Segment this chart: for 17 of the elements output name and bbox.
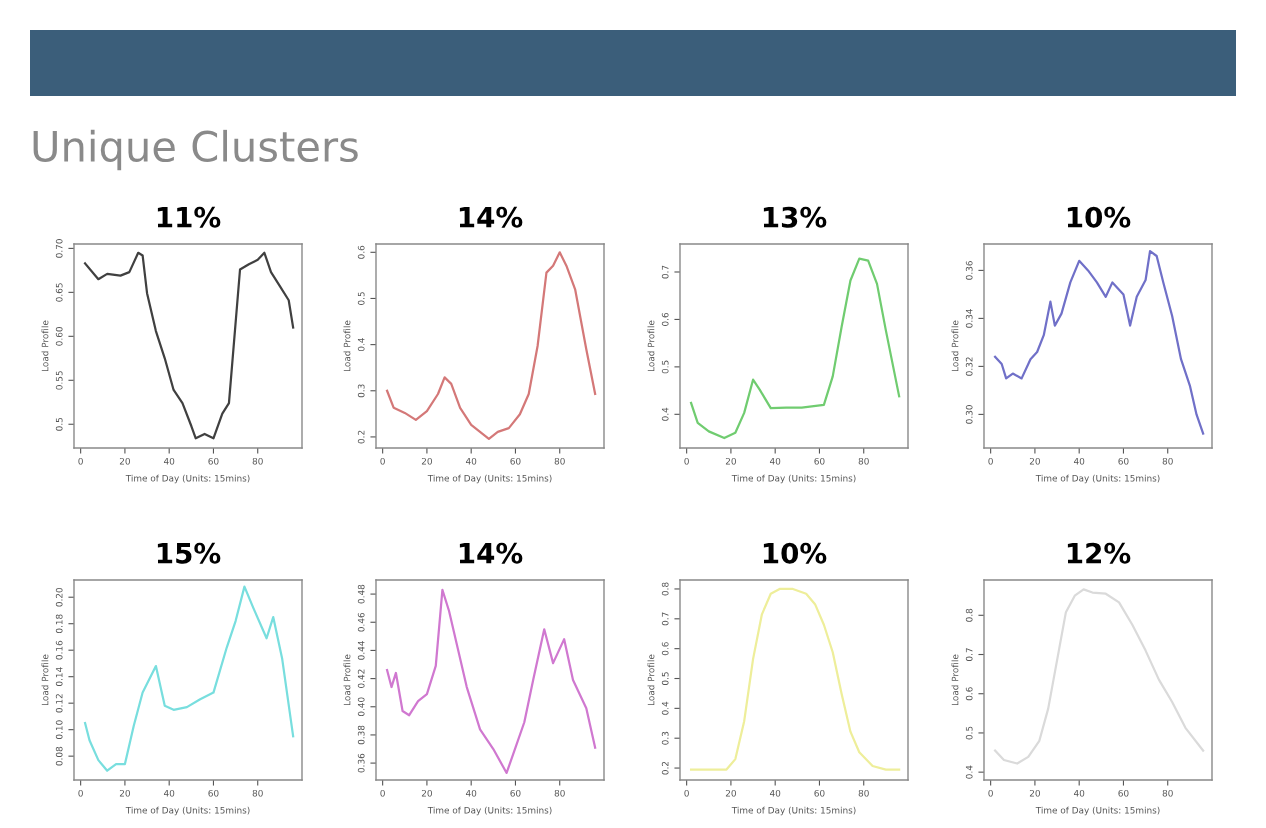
line-series — [689, 587, 901, 771]
chart-title: 10% — [1067, 206, 1131, 228]
line-series — [993, 250, 1205, 435]
chart-title: 10% — [763, 542, 827, 564]
line-series — [993, 588, 1205, 765]
chart-title: 11% — [157, 206, 221, 228]
chart-title: 15% — [157, 542, 221, 564]
line-series — [83, 585, 295, 772]
line-series — [689, 257, 901, 440]
chart-title: 14% — [459, 542, 523, 564]
text: Unique Clusters — [33, 129, 358, 171]
chart-title: 14% — [459, 206, 523, 228]
line-series — [385, 251, 597, 440]
line-series — [385, 588, 597, 775]
line-series — [83, 251, 295, 440]
chart-title: 13% — [763, 206, 827, 228]
chart-title: 12% — [1067, 542, 1131, 564]
